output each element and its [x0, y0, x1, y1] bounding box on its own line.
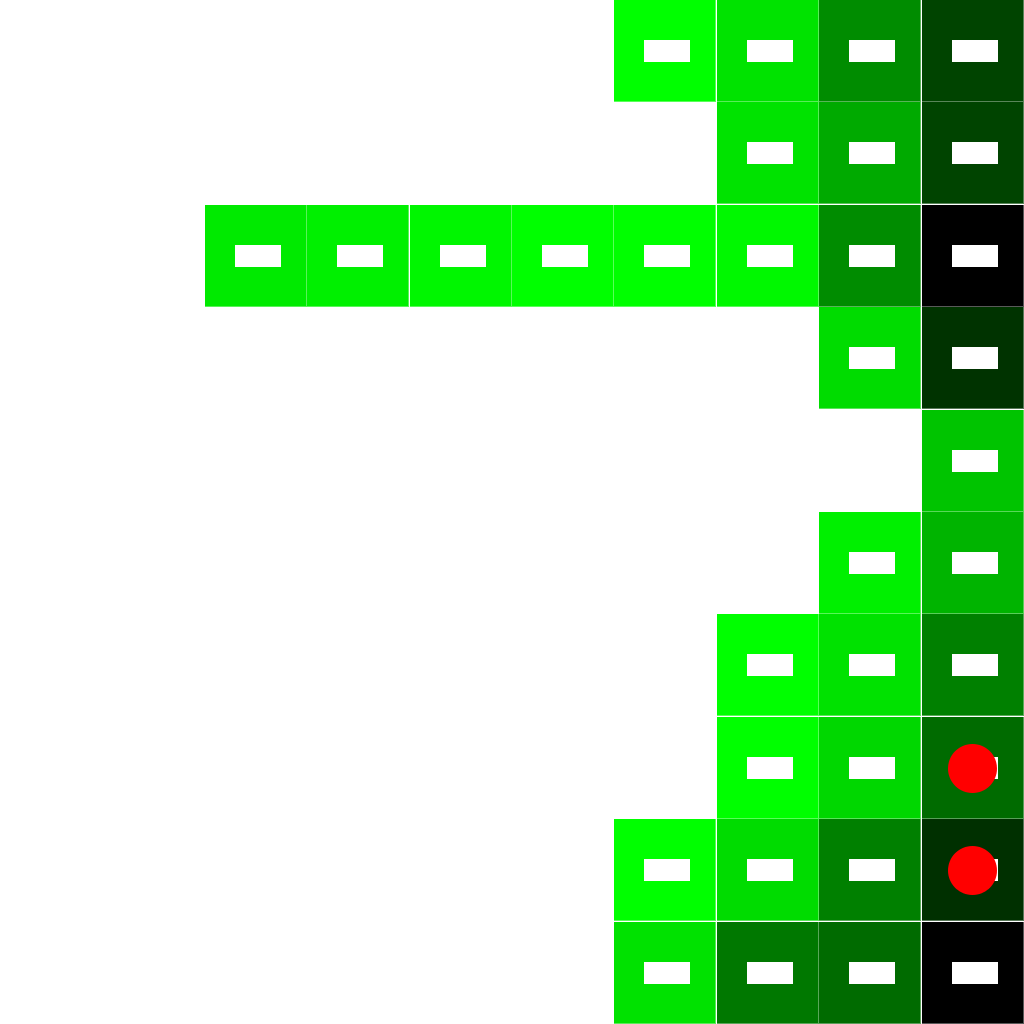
cell-dash-icon	[952, 552, 998, 574]
cell-dash-icon	[952, 347, 998, 369]
cell-dash-icon	[747, 245, 793, 267]
cell-dash-icon	[235, 245, 281, 267]
board-cell[interactable]	[819, 717, 921, 819]
board-cell[interactable]	[922, 410, 1024, 512]
cell-dash-icon	[747, 142, 793, 164]
board-cell[interactable]	[922, 717, 1024, 819]
board-cell[interactable]	[922, 512, 1024, 614]
board-cell[interactable]	[205, 205, 307, 307]
red-marker-icon	[948, 846, 997, 895]
cell-dash-icon	[849, 40, 895, 62]
board-cell[interactable]	[717, 205, 819, 307]
board-cell[interactable]	[614, 922, 716, 1024]
cell-dash-icon	[952, 450, 998, 472]
board-cell[interactable]	[819, 0, 921, 102]
cell-dash-icon	[849, 757, 895, 779]
board-cell[interactable]	[819, 512, 921, 614]
cell-dash-icon	[644, 40, 690, 62]
board-cell[interactable]	[717, 922, 819, 1024]
board-cell[interactable]	[922, 307, 1024, 409]
board-cell[interactable]	[819, 307, 921, 409]
board-cell[interactable]	[922, 102, 1024, 204]
cell-dash-icon	[849, 654, 895, 676]
cell-dash-icon	[952, 142, 998, 164]
board-cell[interactable]	[614, 819, 716, 921]
cell-dash-icon	[337, 245, 383, 267]
board-cell[interactable]	[717, 0, 819, 102]
cell-dash-icon	[747, 40, 793, 62]
board-cell[interactable]	[922, 205, 1024, 307]
cell-dash-icon	[542, 245, 588, 267]
cell-dash-icon	[952, 654, 998, 676]
cell-dash-icon	[747, 962, 793, 984]
board-cell[interactable]	[410, 205, 512, 307]
red-marker-icon	[948, 744, 997, 793]
board-cell[interactable]	[512, 205, 614, 307]
board-cell[interactable]	[819, 819, 921, 921]
board-cell[interactable]	[614, 0, 716, 102]
board-cell[interactable]	[922, 922, 1024, 1024]
board-cell[interactable]	[819, 205, 921, 307]
board-cell[interactable]	[819, 614, 921, 716]
cell-dash-icon	[849, 962, 895, 984]
board-cell[interactable]	[819, 102, 921, 204]
board-cell[interactable]	[614, 205, 716, 307]
cell-dash-icon	[644, 245, 690, 267]
board-cell[interactable]	[717, 717, 819, 819]
cell-dash-icon	[747, 757, 793, 779]
cell-dash-icon	[849, 142, 895, 164]
cell-dash-icon	[644, 859, 690, 881]
cell-dash-icon	[747, 654, 793, 676]
cell-dash-icon	[644, 962, 690, 984]
board-cell[interactable]	[922, 819, 1024, 921]
cell-dash-icon	[952, 962, 998, 984]
board-cell[interactable]	[717, 819, 819, 921]
board-cell[interactable]	[819, 922, 921, 1024]
board-cell[interactable]	[717, 614, 819, 716]
cell-dash-icon	[440, 245, 486, 267]
cell-dash-icon	[849, 347, 895, 369]
board-cell[interactable]	[922, 614, 1024, 716]
cell-dash-icon	[849, 859, 895, 881]
board-cell[interactable]	[717, 102, 819, 204]
cell-dash-icon	[952, 40, 998, 62]
board-cell[interactable]	[307, 205, 409, 307]
cell-dash-icon	[849, 552, 895, 574]
cell-dash-icon	[849, 245, 895, 267]
cell-dash-icon	[747, 859, 793, 881]
board-cell[interactable]	[922, 0, 1024, 102]
cell-dash-icon	[952, 245, 998, 267]
